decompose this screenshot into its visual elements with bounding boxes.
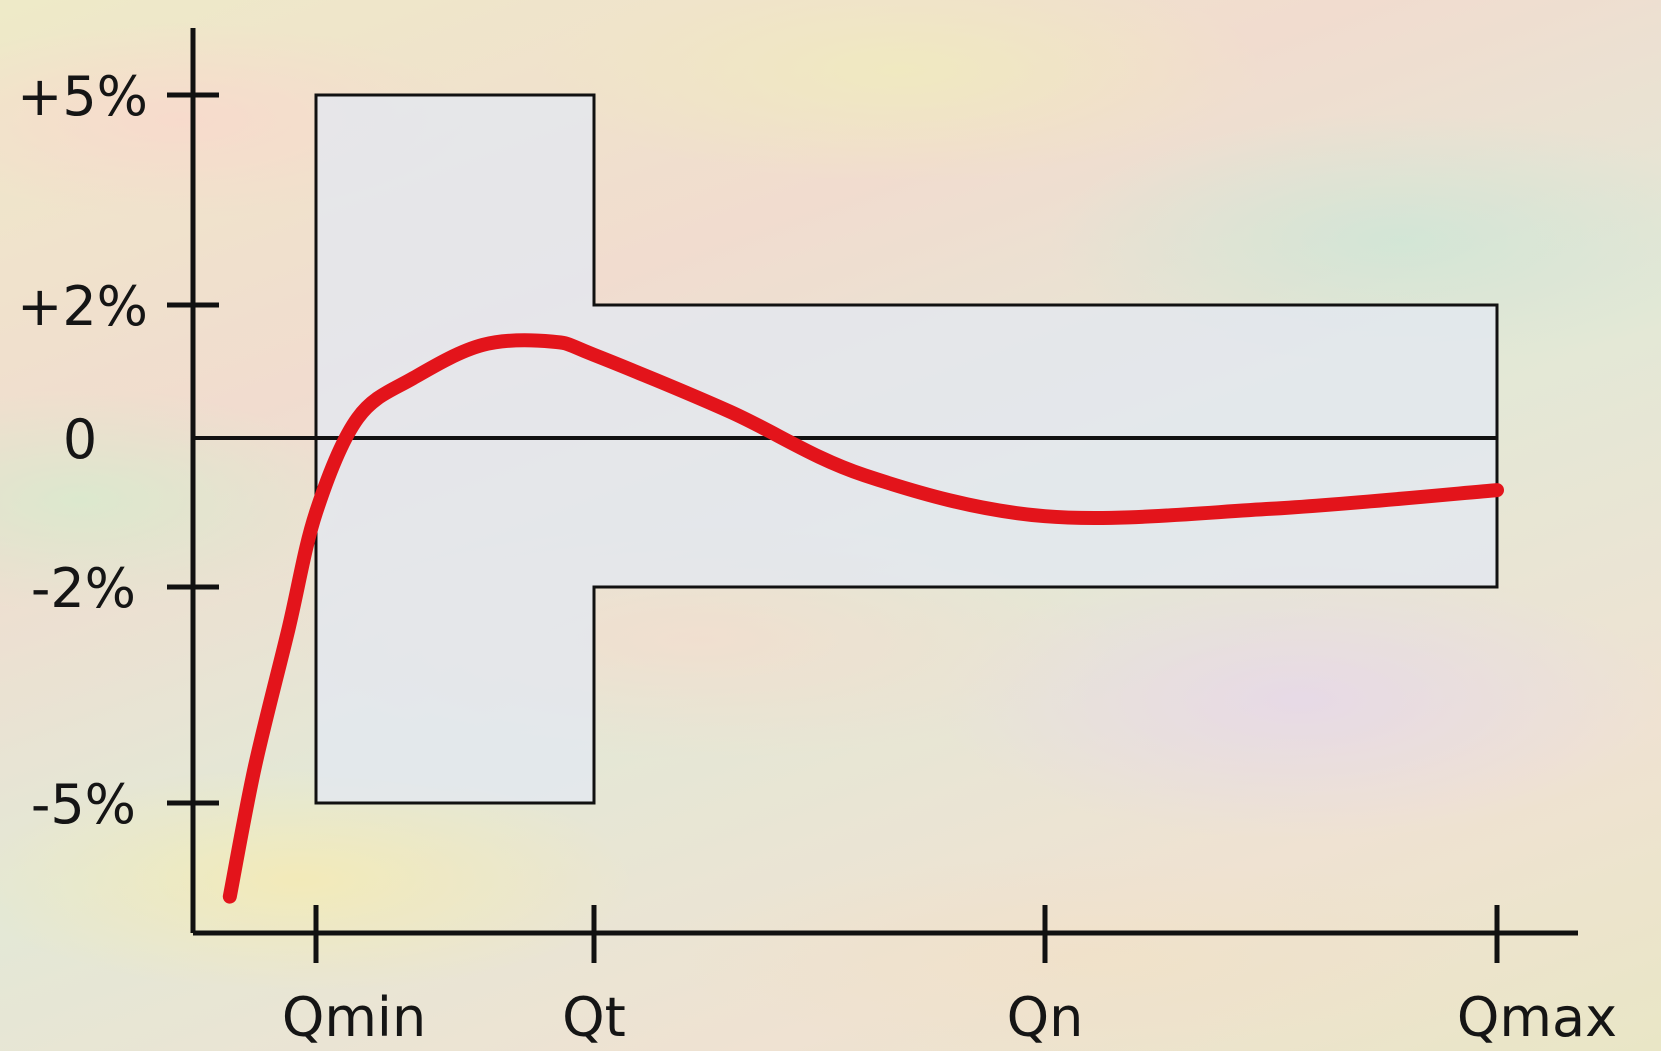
y-tick-label: +5% bbox=[17, 65, 148, 128]
y-tick-label: +2% bbox=[17, 275, 148, 338]
x-tick-label: Qmax bbox=[1457, 986, 1617, 1049]
y-tick-label: -5% bbox=[31, 773, 136, 836]
error-curve bbox=[222, 333, 1504, 904]
x-tick-label: Qt bbox=[562, 986, 626, 1049]
y-tick-label: -2% bbox=[31, 557, 136, 620]
tolerance-envelope-shape bbox=[314, 93, 1499, 805]
x-tick-label: Qn bbox=[1007, 986, 1084, 1049]
y-tick-label: 0 bbox=[63, 408, 97, 471]
x-tick-label: Qmin bbox=[282, 986, 426, 1049]
x-ticks: Qmin Qt Qn Qmax bbox=[282, 905, 1617, 1049]
y-ticks: +5% +2% 0 -2% -5% bbox=[17, 65, 219, 836]
